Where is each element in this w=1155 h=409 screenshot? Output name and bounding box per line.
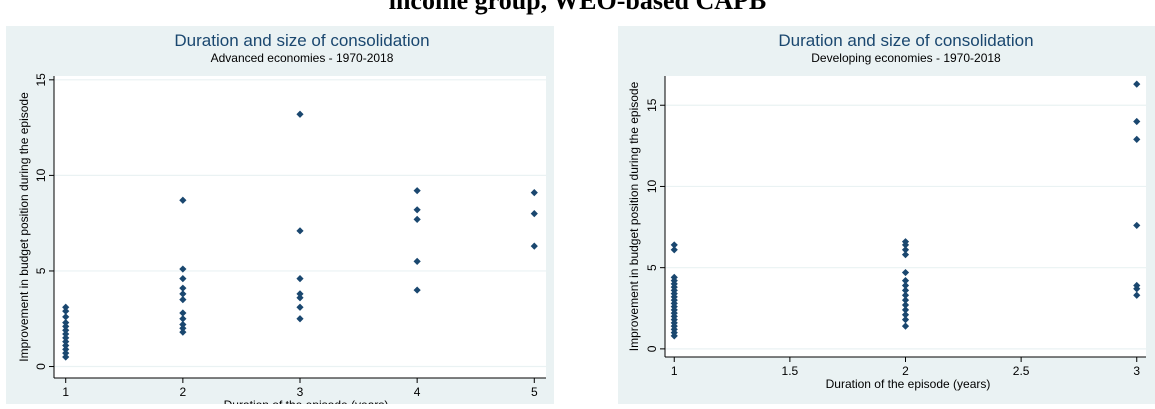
data-point bbox=[179, 320, 187, 329]
data-point bbox=[62, 334, 70, 342]
data-point bbox=[62, 341, 70, 350]
data-point bbox=[670, 241, 678, 249]
chart-subtitle: Developing economies - 1970-2018 bbox=[811, 51, 1001, 65]
chart-title: Duration and size of consolidation bbox=[778, 31, 1033, 50]
x-tick-label: 3 bbox=[297, 385, 304, 399]
data-point bbox=[62, 338, 70, 346]
chart-subtitle: Advanced economies - 1970-2018 bbox=[211, 51, 394, 65]
data-point bbox=[296, 290, 304, 298]
y-tick-label: 15 bbox=[34, 73, 48, 87]
scatter-plot-advanced: 0 5 10 15 1 2 3 4 5 Duration and size of consolid… bbox=[17, 31, 546, 409]
chart-title: Duration and size of consolidation bbox=[174, 31, 429, 50]
data-point bbox=[413, 257, 421, 266]
data-point bbox=[62, 303, 70, 311]
data-point bbox=[901, 291, 910, 299]
data-point bbox=[296, 110, 304, 118]
data-point bbox=[901, 251, 910, 259]
data-point bbox=[901, 311, 910, 319]
data-point bbox=[179, 284, 187, 292]
data-point bbox=[670, 273, 678, 282]
data-point bbox=[670, 246, 678, 254]
data-point bbox=[901, 238, 910, 246]
x-tick-label: 2 bbox=[180, 385, 187, 399]
data-point bbox=[901, 281, 910, 290]
x-tick-label: 4 bbox=[414, 385, 421, 399]
y-tick-label: 10 bbox=[34, 168, 48, 182]
data-point bbox=[901, 301, 910, 309]
data-point bbox=[901, 246, 910, 254]
data-point bbox=[296, 275, 304, 283]
data-point bbox=[296, 303, 304, 311]
data-point bbox=[179, 196, 187, 204]
x-tick-label: 1.5 bbox=[782, 364, 799, 378]
data-point bbox=[62, 330, 70, 338]
y-tick-label: 5 bbox=[34, 267, 48, 274]
data-point bbox=[62, 322, 70, 330]
data-point bbox=[413, 215, 421, 223]
data-point bbox=[296, 227, 304, 235]
data-point bbox=[530, 210, 538, 218]
y-axis-label: Improvement in budget position during th… bbox=[627, 81, 641, 351]
data-point bbox=[530, 242, 538, 250]
y-tick-label: 5 bbox=[645, 264, 659, 271]
y-tick-label: 10 bbox=[645, 179, 659, 193]
x-tick-label: 2 bbox=[902, 364, 909, 378]
x-tick-label: 1 bbox=[671, 364, 678, 378]
x-axis-label: Duration of the episode (years) bbox=[224, 398, 389, 404]
y-tick-label: 15 bbox=[645, 98, 659, 112]
data-point bbox=[901, 296, 910, 304]
data-point bbox=[413, 206, 421, 214]
data-point bbox=[1133, 117, 1141, 126]
data-point bbox=[62, 353, 70, 361]
data-point bbox=[62, 345, 70, 353]
x-tick-label: 1 bbox=[62, 385, 69, 399]
data-point bbox=[901, 316, 910, 324]
data-point bbox=[413, 286, 421, 294]
data-point bbox=[179, 290, 187, 298]
data-point bbox=[62, 326, 70, 334]
y-tick-label: 0 bbox=[34, 363, 48, 370]
plot-area bbox=[54, 76, 546, 378]
data-point bbox=[901, 277, 910, 285]
data-point bbox=[62, 307, 70, 315]
x-tick-label: 5 bbox=[531, 385, 538, 399]
chart-developing-economies: 0 5 10 15 1 1.5 2 2.5 3 Duration and size of cons… bbox=[618, 26, 1155, 404]
scatter-plot-developing: 0 5 10 15 1 1.5 2 2.5 3 Duration and size of cons… bbox=[627, 31, 1146, 391]
x-tick-label: 3 bbox=[1133, 364, 1140, 378]
data-point bbox=[62, 318, 70, 327]
data-point bbox=[413, 187, 421, 195]
data-point bbox=[62, 349, 70, 357]
data-point bbox=[901, 286, 910, 295]
data-point bbox=[179, 328, 187, 336]
y-axis-label: Improvement in budget position during th… bbox=[17, 92, 31, 362]
data-point bbox=[179, 315, 187, 323]
data-point bbox=[296, 294, 304, 302]
data-point bbox=[179, 309, 187, 317]
data-point bbox=[530, 188, 538, 197]
data-point bbox=[62, 313, 70, 321]
data-point bbox=[179, 296, 187, 304]
data-point bbox=[901, 306, 910, 314]
x-tick-label: 2.5 bbox=[1013, 364, 1030, 378]
data-point bbox=[179, 324, 187, 332]
page-title: income group, WEO-based CAPB bbox=[388, 0, 767, 15]
y-tick-label: 0 bbox=[645, 345, 659, 352]
data-point bbox=[179, 275, 187, 283]
data-point bbox=[901, 322, 910, 330]
x-axis-label: Duration of the episode (years) bbox=[826, 377, 991, 391]
data-point bbox=[296, 315, 304, 323]
chart-advanced-economies: 0 5 10 15 1 2 3 4 5 Duration and size of consolid… bbox=[6, 26, 554, 409]
